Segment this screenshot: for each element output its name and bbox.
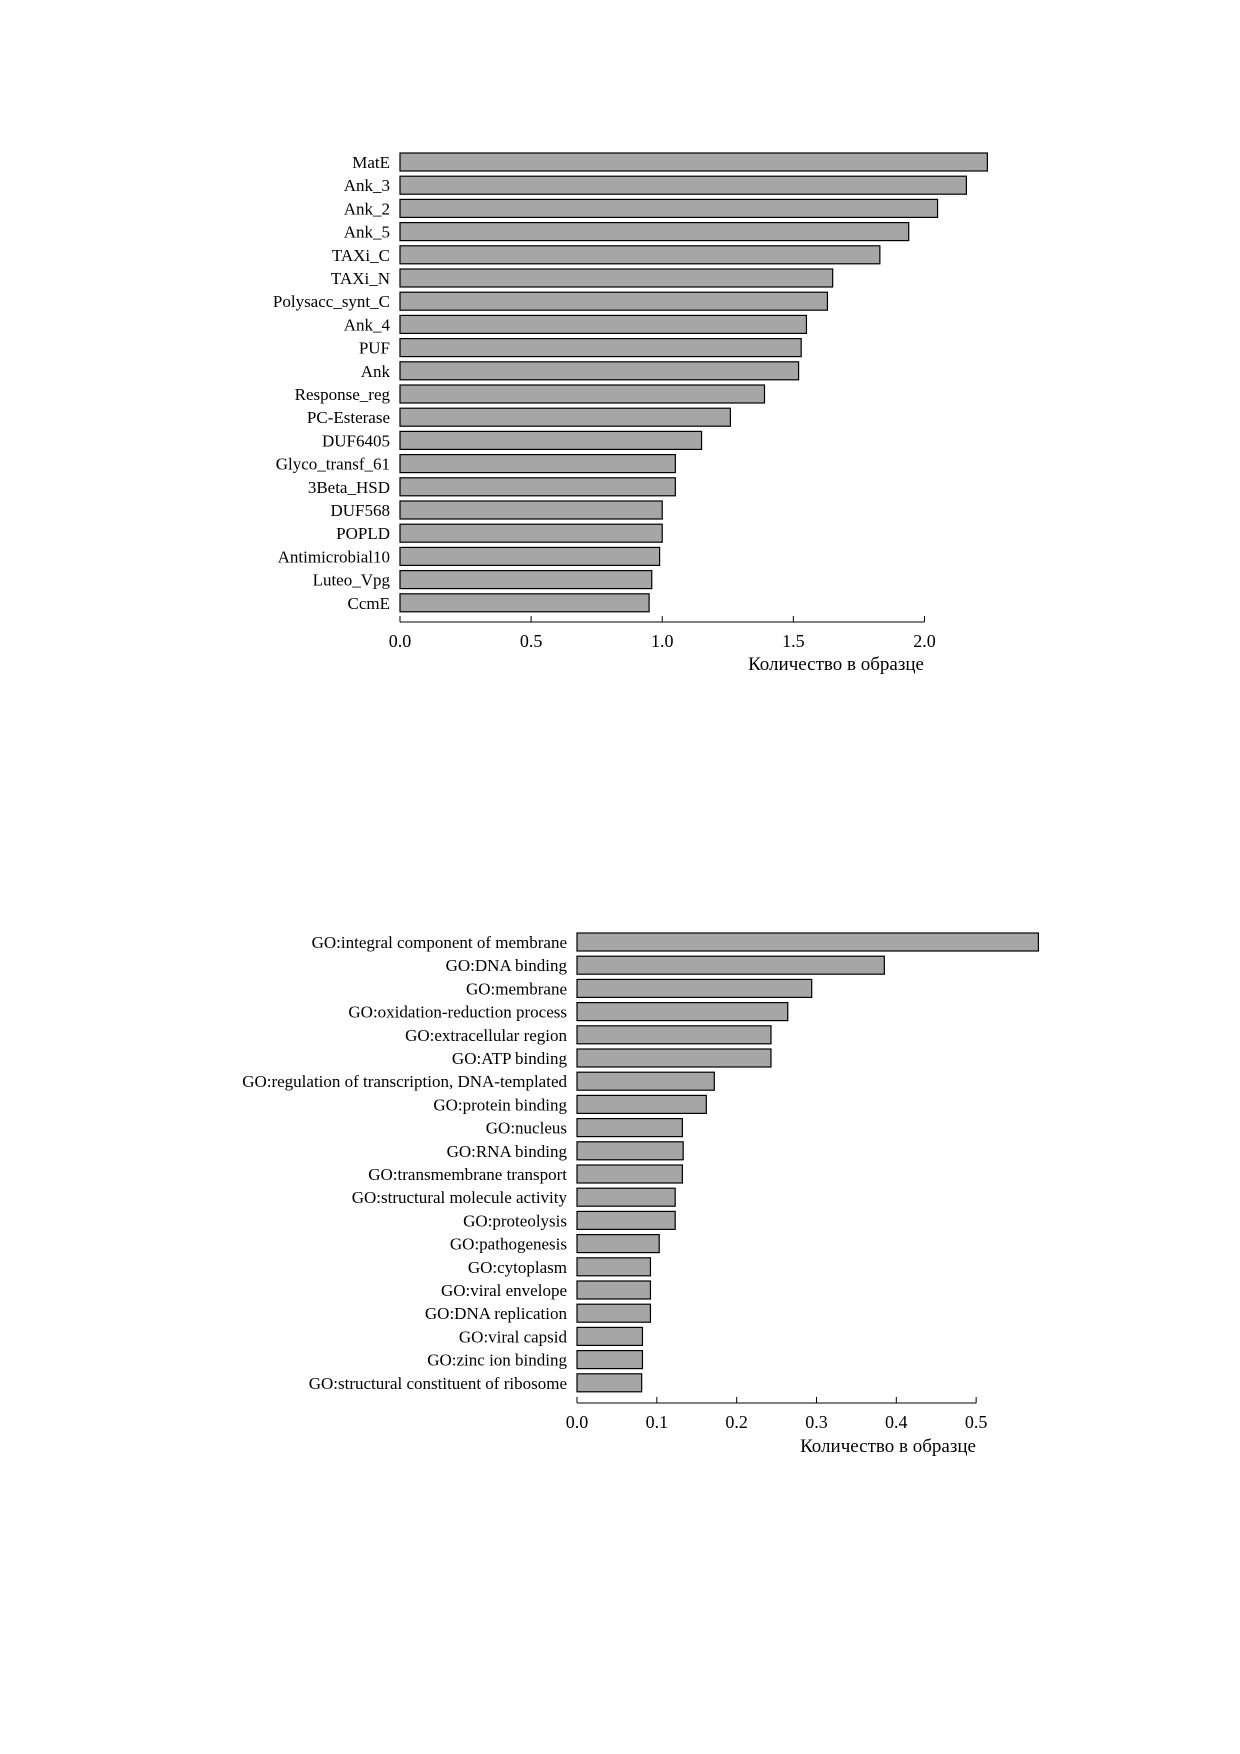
category-label: PUF	[359, 339, 390, 358]
category-label: Antimicrobial10	[278, 547, 390, 566]
bar	[576, 1094, 707, 1114]
category-label: Response_reg	[295, 385, 391, 404]
category-label: TAXi_N	[331, 269, 390, 288]
bar	[399, 198, 939, 218]
bar	[576, 1002, 789, 1022]
category-label: CcmE	[348, 594, 391, 613]
x-tick-label: 0.2	[725, 1412, 748, 1432]
bar	[576, 1373, 643, 1393]
bar	[576, 1048, 772, 1068]
bar	[576, 978, 813, 998]
bar	[576, 1326, 644, 1347]
x-tick-label: 0.5	[965, 1412, 988, 1432]
category-label: GO:membrane	[466, 979, 567, 998]
x-axis-title: Количество в образце	[748, 654, 924, 675]
category-label: 3Beta_HSD	[308, 478, 390, 497]
bar	[576, 1071, 715, 1091]
category-label: GO:structural constituent of ribosome	[309, 1374, 567, 1393]
category-label: TAXi_C	[332, 246, 390, 265]
bar	[576, 1141, 684, 1161]
bar	[576, 1280, 652, 1300]
bar	[576, 1234, 660, 1254]
bar	[399, 222, 910, 242]
bar	[399, 546, 661, 567]
category-label: GO:nucleus	[486, 1119, 567, 1138]
category-label: Ank_5	[344, 223, 390, 242]
x-tick-label: 0.1	[646, 1412, 669, 1432]
x-tick-label: 0.0	[389, 631, 412, 651]
x-tick-label: 0.3	[805, 1412, 828, 1432]
bar	[399, 268, 834, 288]
bar	[399, 569, 653, 590]
category-label: GO:RNA binding	[447, 1142, 568, 1161]
bar	[399, 384, 766, 404]
category-label: GO:ATP binding	[452, 1049, 568, 1068]
domain-bar-chart: MatE Ank_3 Ank_2 Ank_5 TAXi_C TAXi_N Polysacc_…	[0, 0, 1240, 760]
category-label: MatE	[352, 153, 390, 172]
category-label: GO:protein binding	[433, 1095, 567, 1114]
x-tick-label: 1.0	[651, 631, 674, 651]
category-label: GO:zinc ion binding	[427, 1351, 567, 1370]
category-label: GO:oxidation-reduction process	[348, 1003, 567, 1022]
bar	[576, 1349, 644, 1370]
go-term-bar-chart: GO:integral component of membrane GO:DNA …	[0, 780, 1240, 1540]
go-term-bar-chart-svg: GO:integral component of membrane GO:DNA …	[242, 932, 1040, 1457]
bar	[399, 477, 676, 497]
category-label: GO:extracellular region	[405, 1026, 567, 1045]
category-label: GO:proteolysis	[463, 1211, 567, 1230]
bar	[399, 523, 663, 543]
category-label: GO:DNA binding	[446, 956, 568, 975]
bar	[399, 314, 808, 334]
x-tick-label: 2.0	[913, 631, 936, 651]
bar	[576, 1118, 683, 1138]
category-label: Ank_4	[344, 315, 391, 334]
bar	[399, 175, 968, 195]
category-label: Glyco_transf_61	[276, 455, 390, 474]
category-label: Ank_2	[344, 199, 390, 218]
bar	[399, 361, 800, 381]
bar	[399, 593, 650, 613]
category-label: GO:cytoplasm	[468, 1258, 567, 1277]
x-axis-title: Количество в образце	[800, 1436, 976, 1457]
category-label: DUF6405	[322, 431, 390, 450]
x-tick-label: 0.4	[885, 1412, 908, 1432]
domain-bar-chart-svg: MatE Ank_3 Ank_2 Ank_5 TAXi_C TAXi_N Polysacc_…	[273, 152, 988, 675]
category-label: GO:DNA replication	[425, 1304, 568, 1323]
category-label: Ank	[361, 362, 391, 381]
bar	[399, 245, 881, 265]
bar	[576, 1187, 676, 1207]
bar	[576, 1025, 772, 1045]
bar	[399, 454, 676, 474]
category-label: PC-Esterase	[307, 408, 390, 427]
category-label: GO:structural molecule activity	[352, 1188, 568, 1207]
bar	[399, 500, 663, 520]
bar	[399, 338, 802, 358]
bar	[399, 152, 988, 172]
category-label: GO:pathogenesis	[450, 1235, 567, 1254]
bar	[576, 932, 1040, 952]
category-label: POPLD	[336, 524, 390, 543]
bar	[399, 407, 731, 427]
x-tick-label: 0.5	[520, 631, 543, 651]
x-tick-label: 0.0	[566, 1412, 589, 1432]
bar	[576, 1303, 652, 1323]
category-label: GO:viral envelope	[441, 1281, 567, 1300]
category-label: GO:transmembrane transport	[368, 1165, 567, 1184]
category-label: Luteo_Vpg	[313, 571, 391, 590]
category-label: GO:viral capsid	[459, 1327, 568, 1346]
x-tick-label: 1.5	[782, 631, 805, 651]
category-label: GO:integral component of membrane	[312, 933, 567, 952]
category-label: Polysacc_synt_C	[273, 292, 390, 311]
bar	[576, 1164, 683, 1184]
bar	[576, 1257, 652, 1277]
bar	[399, 430, 703, 450]
bar	[399, 291, 829, 311]
bar	[576, 1210, 676, 1230]
category-label: Ank_3	[344, 176, 390, 195]
category-label: GO:regulation of transcription, DNA-temp…	[242, 1072, 567, 1091]
bar	[576, 955, 885, 975]
category-label: DUF568	[330, 501, 390, 520]
